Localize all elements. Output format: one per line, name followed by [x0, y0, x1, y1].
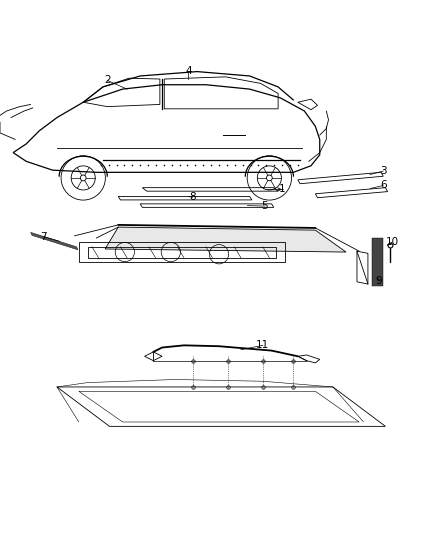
- Polygon shape: [31, 232, 78, 250]
- Text: 4: 4: [185, 66, 192, 76]
- Polygon shape: [105, 227, 346, 252]
- Text: 8: 8: [189, 192, 196, 203]
- Text: 7: 7: [40, 232, 47, 242]
- Text: 10: 10: [385, 237, 399, 247]
- Text: 6: 6: [380, 181, 387, 190]
- Text: 2: 2: [104, 75, 111, 85]
- Text: 5: 5: [261, 201, 268, 211]
- Text: 1: 1: [279, 184, 286, 195]
- Text: 9: 9: [375, 276, 382, 286]
- Text: 11: 11: [256, 341, 269, 350]
- Text: 3: 3: [380, 166, 387, 176]
- Polygon shape: [372, 238, 383, 286]
